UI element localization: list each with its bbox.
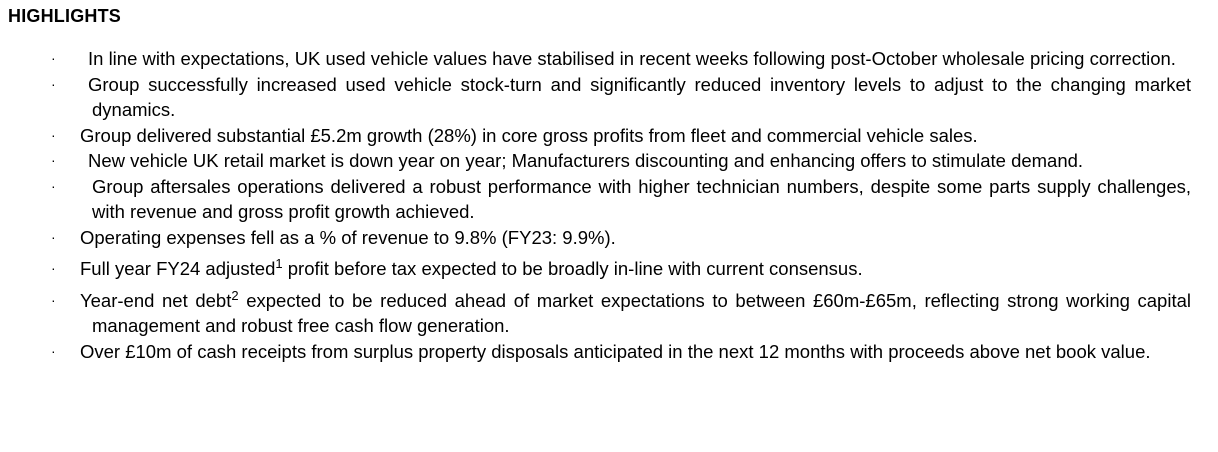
section-heading: HIGHLIGHTS	[8, 6, 121, 26]
list-item: · Group aftersales operations delivered …	[0, 174, 1218, 225]
list-item-text: Year-end net debt2 expected to be reduce…	[80, 287, 1191, 339]
highlights-list: · In line with expectations, UK used veh…	[0, 46, 1218, 364]
list-item-text: Group successfully increased used vehicl…	[88, 73, 1191, 121]
bullet-icon: ·	[51, 50, 56, 66]
list-item-text: Over £10m of cash receipts from surplus …	[80, 340, 1151, 362]
bullet-icon: ·	[51, 177, 56, 194]
list-item: · Group successfully increased used vehi…	[0, 72, 1218, 123]
list-item-text: Group aftersales operations delivered a …	[92, 175, 1191, 223]
list-item: · Over £10m of cash receipts from surplu…	[0, 339, 1218, 365]
footnote-marker: 2	[231, 287, 239, 303]
list-item-text-part: Year-end net debt	[80, 289, 232, 311]
bullet-icon: ·	[51, 152, 56, 168]
bullet-icon: ·	[51, 291, 56, 308]
list-item: · Year-end net debt2 expected to be redu…	[0, 288, 1218, 339]
bullet-icon: ·	[51, 260, 56, 276]
footnote-marker: 1	[275, 256, 283, 271]
list-item-text-part: profit before tax expected to be broadly…	[282, 258, 863, 279]
bullet-icon: ·	[51, 126, 56, 143]
list-item-text: In line with expectations, UK used vehic…	[88, 48, 1176, 69]
list-item: · Full year FY24 adjusted1 profit before…	[0, 256, 1218, 282]
list-item: · In line with expectations, UK used veh…	[0, 46, 1218, 72]
bullet-icon: ·	[51, 342, 56, 359]
list-item: · New vehicle UK retail market is down y…	[0, 148, 1218, 174]
list-item-text: New vehicle UK retail market is down yea…	[88, 150, 1084, 171]
list-item: · Group delivered substantial £5.2m grow…	[0, 123, 1218, 149]
list-item-text-part: expected to be reduced ahead of market e…	[92, 289, 1191, 337]
list-item: · Operating expenses fell as a % of reve…	[0, 225, 1218, 251]
bullet-icon: ·	[51, 75, 56, 92]
list-item-text-part: Full year FY24 adjusted	[80, 258, 276, 279]
list-item-text: Operating expenses fell as a % of revenu…	[80, 226, 616, 248]
list-item-text: Full year FY24 adjusted1 profit before t…	[80, 256, 1191, 282]
list-item-text: Group delivered substantial £5.2m growth…	[80, 124, 978, 146]
bullet-icon: ·	[51, 228, 56, 245]
